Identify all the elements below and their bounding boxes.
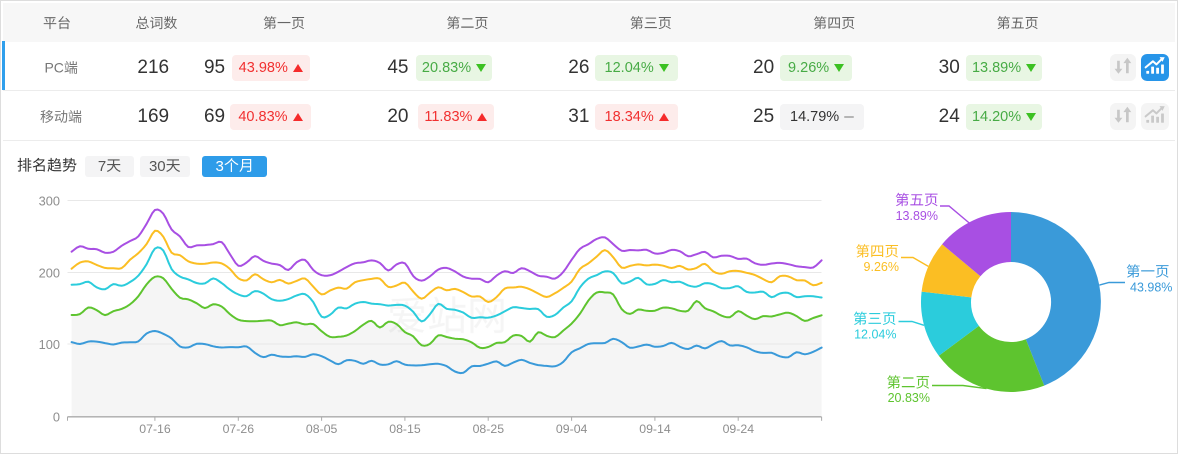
svg-text:7: 7 (98, 158, 106, 175)
svg-text:09-24: 09-24 (723, 422, 755, 436)
svg-text:09-14: 09-14 (639, 422, 671, 436)
svg-text:9.26%: 9.26% (864, 260, 899, 274)
svg-text:08-05: 08-05 (306, 422, 338, 436)
svg-text:30: 30 (149, 158, 166, 175)
svg-text:09-04: 09-04 (556, 422, 588, 436)
svg-text:07-26: 07-26 (223, 422, 255, 436)
svg-text:0: 0 (53, 409, 60, 424)
svg-text:200: 200 (39, 265, 60, 280)
svg-text:PC: PC (44, 60, 63, 76)
svg-text:13.89%: 13.89% (896, 209, 938, 223)
svg-text:43.98%: 43.98% (1130, 281, 1172, 295)
svg-text:300: 300 (39, 193, 60, 208)
svg-text:20.83%: 20.83% (888, 391, 930, 405)
svg-text:3: 3 (216, 158, 224, 175)
svg-text:08-15: 08-15 (389, 422, 421, 436)
svg-text:100: 100 (39, 337, 60, 352)
svg-text:08-25: 08-25 (473, 422, 505, 436)
svg-text:12.04%: 12.04% (854, 327, 896, 341)
svg-text:07-16: 07-16 (139, 422, 171, 436)
